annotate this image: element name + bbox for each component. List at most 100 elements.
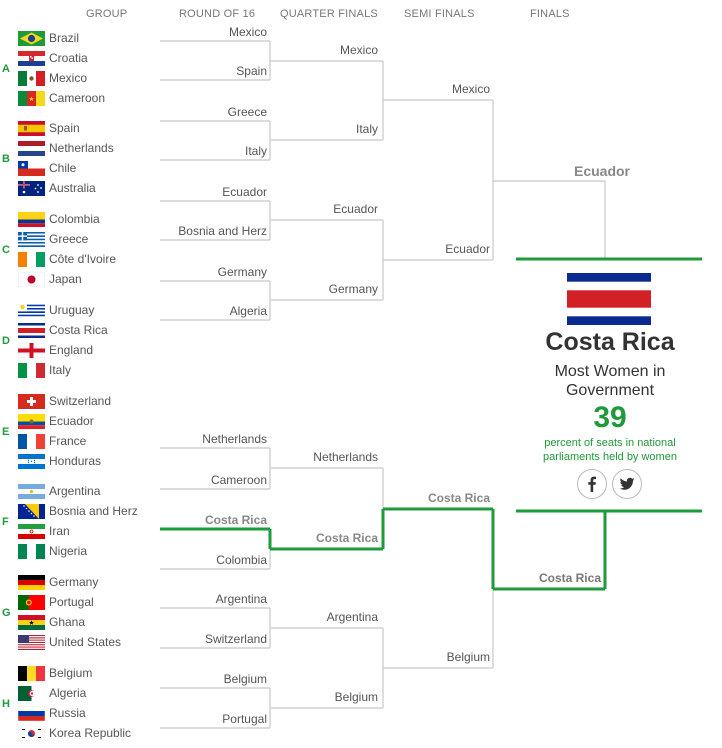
semi-team[interactable]: Mexico xyxy=(451,82,490,96)
team-name: Switzerland xyxy=(49,394,112,408)
group-label-e: E xyxy=(2,426,10,438)
semi-team[interactable]: Costa Rica xyxy=(427,491,490,505)
mexico-flag-icon xyxy=(18,71,45,86)
round16-team[interactable]: Costa Rica xyxy=(204,513,267,527)
portugal-flag-icon xyxy=(18,595,45,610)
quarter-team[interactable]: Germany xyxy=(328,282,378,296)
round16-team[interactable]: Mexico xyxy=(228,25,267,39)
round16-team[interactable]: Switzerland xyxy=(204,632,267,646)
switzerland-flag-icon xyxy=(18,394,45,409)
croatia-flag-icon xyxy=(18,51,45,66)
team-name: Spain xyxy=(49,121,80,135)
team-name: England xyxy=(49,343,94,357)
twitter-share-button[interactable] xyxy=(612,469,642,499)
group-label-d: D xyxy=(2,335,10,347)
england-flag-icon xyxy=(18,343,45,358)
ghana-flag-icon xyxy=(18,615,45,630)
team-name: Nigeria xyxy=(49,544,88,558)
chile-flag-icon xyxy=(18,161,45,176)
header-semi: SEMI FINALS xyxy=(404,8,475,20)
japan-flag-icon xyxy=(18,272,45,287)
netherlands-flag-icon xyxy=(18,141,45,156)
team-name: Belgium xyxy=(49,666,93,680)
round16-team[interactable]: Spain xyxy=(236,64,267,78)
quarter-team[interactable]: Argentina xyxy=(326,610,378,624)
team-name: Russia xyxy=(49,706,86,720)
quarter-team[interactable]: Belgium xyxy=(334,690,378,704)
team-name: Costa Rica xyxy=(49,323,108,337)
group-label-h: H xyxy=(2,698,10,710)
round16-team[interactable]: Netherlands xyxy=(202,432,267,446)
team-name: Colombia xyxy=(49,212,100,226)
usa-flag-icon xyxy=(18,635,45,650)
round16-team[interactable]: Algeria xyxy=(229,304,267,318)
facebook-share-button[interactable] xyxy=(577,469,607,499)
round16-team[interactable]: Greece xyxy=(227,105,267,119)
final-bottom-name[interactable]: Costa Rica xyxy=(538,571,601,585)
round16-team[interactable]: Germany xyxy=(217,265,267,279)
greece-flag-icon xyxy=(18,232,45,247)
champion-value: 39 xyxy=(593,401,627,434)
uruguay-flag-icon xyxy=(18,303,45,318)
iran-flag-icon xyxy=(18,524,45,539)
champion-title: Most Women in Government xyxy=(554,363,666,399)
facebook-icon xyxy=(588,476,596,492)
australia-flag-icon xyxy=(18,181,45,196)
group-label-f: F xyxy=(2,516,9,528)
team-name: United States xyxy=(49,635,122,649)
team-name: Australia xyxy=(49,181,96,195)
team-name: Italy xyxy=(49,363,72,377)
ecuador-flag-icon xyxy=(18,414,45,429)
costarica-flag-icon xyxy=(18,323,45,338)
final-top-name[interactable]: Ecuador xyxy=(573,163,630,179)
group-label-c: C xyxy=(2,244,10,256)
team-name: Algeria xyxy=(49,686,87,700)
brazil-flag-icon xyxy=(18,31,45,46)
team-name: Brazil xyxy=(49,31,80,45)
semi-team[interactable]: Ecuador xyxy=(445,242,490,256)
team-name: Cameroon xyxy=(49,91,106,105)
team-name: Netherlands xyxy=(49,141,114,155)
colombia-flag-icon xyxy=(18,212,45,227)
semi-team[interactable]: Belgium xyxy=(446,650,490,664)
germany-flag-icon xyxy=(18,575,45,590)
team-name: Côte d'Ivoire xyxy=(49,252,116,266)
round16-team[interactable]: Ecuador xyxy=(222,185,267,199)
round16-team[interactable]: Belgium xyxy=(223,672,267,686)
cameroon-flag-icon xyxy=(18,91,45,106)
argentina-flag-icon xyxy=(18,484,45,499)
team-name: Germany xyxy=(49,575,99,589)
team-name: Portugal xyxy=(49,595,94,609)
champion-description: percent of seats in national parliaments… xyxy=(543,437,677,463)
header-group: GROUP xyxy=(86,8,128,20)
round16-team[interactable]: Argentina xyxy=(215,592,267,606)
russia-flag-icon xyxy=(18,706,45,721)
team-name: Ecuador xyxy=(49,414,94,428)
round16-team[interactable]: Cameroon xyxy=(210,473,267,487)
header-finals: FINALS xyxy=(530,8,570,20)
team-name: Honduras xyxy=(49,454,102,468)
quarter-team[interactable]: Mexico xyxy=(339,43,378,57)
round16-team[interactable]: Italy xyxy=(244,144,267,158)
group-label-b: B xyxy=(2,153,10,165)
header-round16: ROUND OF 16 xyxy=(179,8,256,20)
team-name: Iran xyxy=(49,524,70,538)
belgium-flag-icon xyxy=(18,666,45,681)
spain-flag-icon xyxy=(18,121,45,136)
quarter-team[interactable]: Costa Rica xyxy=(315,531,378,545)
team-name: Uruguay xyxy=(49,303,95,317)
twitter-icon xyxy=(619,477,635,490)
france-flag-icon xyxy=(18,434,45,449)
quarter-team[interactable]: Ecuador xyxy=(333,202,378,216)
quarter-team[interactable]: Netherlands xyxy=(313,450,378,464)
round16-team[interactable]: Bosnia and Herz xyxy=(178,224,267,238)
quarter-team[interactable]: Italy xyxy=(355,122,378,136)
team-name: Croatia xyxy=(49,51,88,65)
team-name: Greece xyxy=(49,232,89,246)
round16-team[interactable]: Portugal xyxy=(222,712,267,726)
team-name: Korea Republic xyxy=(49,726,132,740)
korea-flag-icon xyxy=(18,726,45,741)
team-name: Japan xyxy=(49,272,82,286)
round16-team[interactable]: Colombia xyxy=(216,553,267,567)
